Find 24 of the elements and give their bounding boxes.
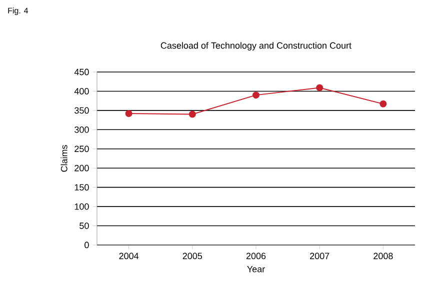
point: [316, 84, 324, 92]
y-tick-label: 350: [74, 107, 89, 114]
point: [188, 110, 196, 118]
y-tick-label: 450: [74, 68, 89, 76]
point: [252, 92, 260, 99]
y-axis-title: Claims: [60, 145, 68, 172]
chart-title: Caseload of Technology and Construction Court: [160, 42, 352, 50]
x-axis-title: Year: [247, 266, 265, 272]
x-tick-label: 2008: [374, 252, 393, 260]
y-tick-label: 100: [74, 203, 89, 210]
y-tick-label: 0: [84, 242, 89, 248]
y-tick-label: 150: [74, 184, 89, 191]
x-tick-label: 2005: [182, 252, 202, 260]
point: [380, 100, 387, 108]
x-tick-label: 2006: [246, 252, 266, 260]
x-tick-label: 2007: [310, 252, 330, 260]
y-tick-label: 200: [74, 164, 89, 172]
y-tick-label: 300: [74, 126, 89, 133]
caption: Fig. 4: [8, 8, 28, 15]
point: [125, 110, 132, 118]
y-tick-label: 400: [74, 88, 89, 94]
x-tick-label: 2004: [119, 252, 139, 260]
y-tick-label: 50: [80, 222, 89, 229]
y-tick-label: 250: [74, 146, 89, 152]
